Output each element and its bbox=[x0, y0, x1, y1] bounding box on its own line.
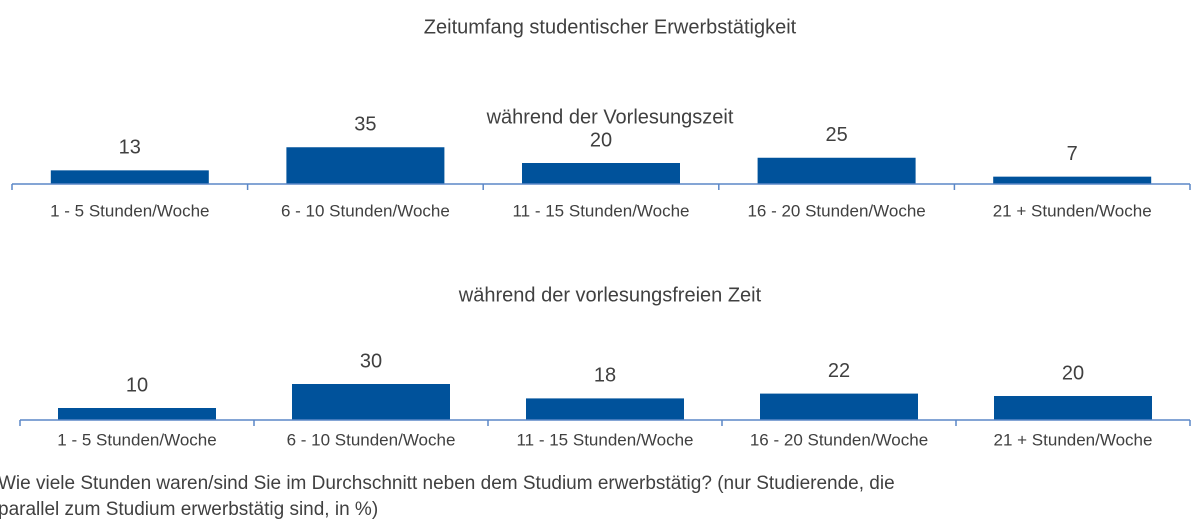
chart-subtitle: während der vorlesungsfreien Zeit bbox=[458, 284, 762, 306]
value-label: 20 bbox=[1062, 362, 1084, 384]
caption: parallel zum Studium erwerbstätig sind, … bbox=[0, 499, 378, 519]
value-label: 22 bbox=[828, 360, 850, 382]
value-label: 13 bbox=[119, 137, 141, 159]
bar bbox=[522, 163, 680, 184]
value-label: 18 bbox=[594, 365, 616, 387]
x-tick-label: 11 - 15 Stunden/Woche bbox=[516, 430, 693, 449]
x-tick-label: 16 - 20 Stunden/Woche bbox=[747, 201, 925, 220]
x-tick-label: 1 - 5 Stunden/Woche bbox=[50, 201, 209, 220]
bar bbox=[993, 176, 1152, 184]
x-tick-label: 6 - 10 Stunden/Woche bbox=[281, 201, 450, 220]
bar bbox=[50, 170, 209, 184]
x-tick-label: 6 - 10 Stunden/Woche bbox=[287, 430, 456, 449]
value-label: 7 bbox=[1067, 143, 1078, 165]
bar bbox=[757, 157, 916, 184]
x-tick-label: 11 - 15 Stunden/Woche bbox=[512, 201, 689, 220]
x-tick-label: 16 - 20 Stunden/Woche bbox=[750, 430, 928, 449]
x-tick-label: 21 + Stunden/Woche bbox=[994, 430, 1153, 449]
caption: Wie viele Stunden waren/sind Sie im Durc… bbox=[0, 473, 895, 494]
bar bbox=[292, 384, 450, 420]
bar bbox=[58, 408, 216, 420]
value-label: 25 bbox=[825, 124, 847, 146]
chart-subtitle: während der Vorlesungszeit bbox=[486, 106, 734, 128]
x-tick-label: 1 - 5 Stunden/Woche bbox=[57, 430, 216, 449]
value-label: 10 bbox=[126, 374, 148, 396]
bar bbox=[286, 147, 445, 184]
bar bbox=[760, 393, 918, 420]
value-label: 20 bbox=[590, 129, 612, 151]
x-tick-label: 21 + Stunden/Woche bbox=[993, 201, 1152, 220]
bar bbox=[526, 398, 684, 420]
bar bbox=[994, 396, 1152, 420]
value-label: 35 bbox=[354, 114, 376, 136]
value-label: 30 bbox=[360, 350, 382, 372]
chart-title: Zeitumfang studentischer Erwerbstätigkei… bbox=[424, 16, 797, 38]
